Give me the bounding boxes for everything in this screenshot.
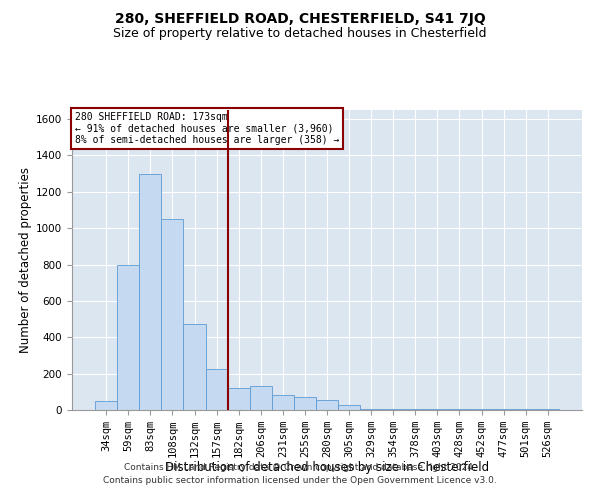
Bar xyxy=(382,408,404,410)
Text: Contains public sector information licensed under the Open Government Licence v3: Contains public sector information licen… xyxy=(103,476,497,485)
Bar xyxy=(250,386,272,410)
Y-axis label: Number of detached properties: Number of detached properties xyxy=(19,167,32,353)
Bar xyxy=(184,324,206,410)
Bar xyxy=(515,409,537,410)
Bar xyxy=(338,404,360,410)
Text: 280 SHEFFIELD ROAD: 173sqm
← 91% of detached houses are smaller (3,960)
8% of se: 280 SHEFFIELD ROAD: 173sqm ← 91% of deta… xyxy=(74,112,339,144)
Bar xyxy=(227,388,250,410)
Bar xyxy=(470,409,493,410)
X-axis label: Distribution of detached houses by size in Chesterfield: Distribution of detached houses by size … xyxy=(165,462,489,474)
Bar xyxy=(139,174,161,410)
Bar xyxy=(294,398,316,410)
Text: Size of property relative to detached houses in Chesterfield: Size of property relative to detached ho… xyxy=(113,28,487,40)
Bar xyxy=(272,394,294,410)
Bar xyxy=(427,409,448,410)
Bar xyxy=(493,409,515,410)
Bar xyxy=(206,369,227,410)
Text: Contains HM Land Registry data © Crown copyright and database right 2024.: Contains HM Land Registry data © Crown c… xyxy=(124,464,476,472)
Bar xyxy=(95,401,117,410)
Bar xyxy=(360,408,382,410)
Bar xyxy=(117,264,139,410)
Bar xyxy=(448,409,470,410)
Bar xyxy=(161,219,184,410)
Bar xyxy=(316,400,338,410)
Bar xyxy=(404,409,427,410)
Text: 280, SHEFFIELD ROAD, CHESTERFIELD, S41 7JQ: 280, SHEFFIELD ROAD, CHESTERFIELD, S41 7… xyxy=(115,12,485,26)
Bar xyxy=(537,409,559,410)
